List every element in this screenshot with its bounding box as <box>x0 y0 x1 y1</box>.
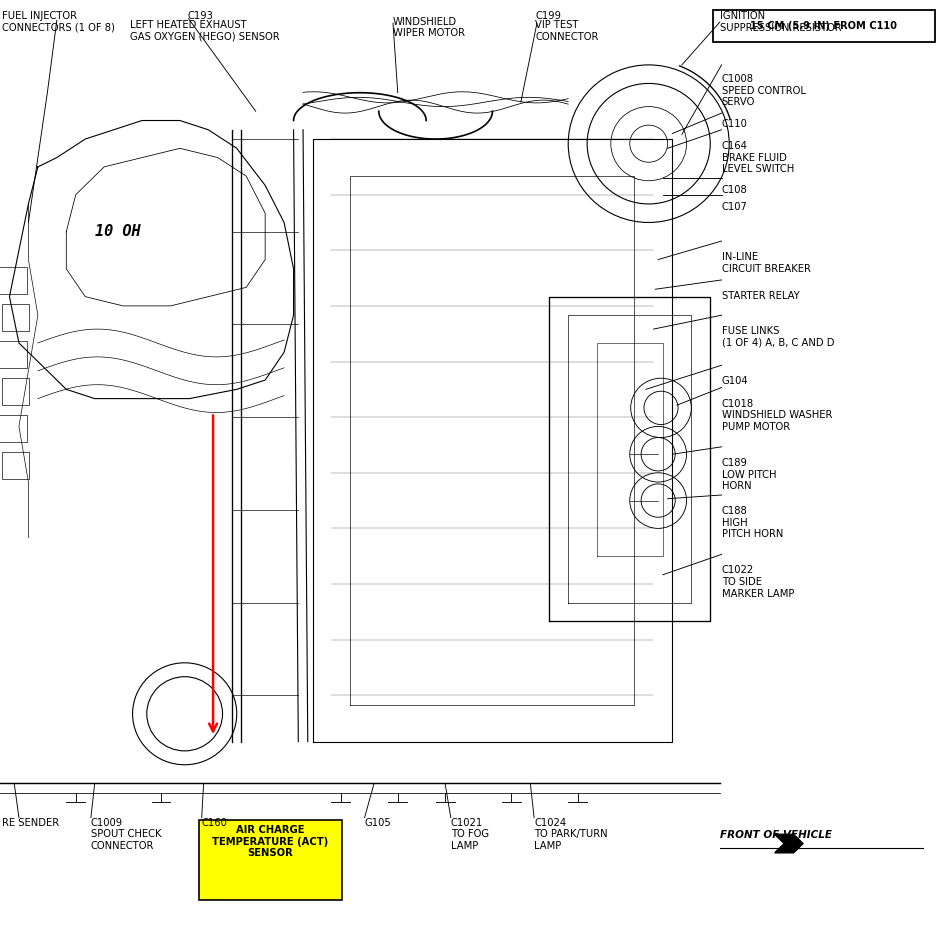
Text: C1021
TO FOG
LAMP: C1021 TO FOG LAMP <box>451 818 489 851</box>
Text: C1008
SPEED CONTROL
SERVO: C1008 SPEED CONTROL SERVO <box>722 74 806 108</box>
Text: G104: G104 <box>722 376 748 387</box>
Text: VIP TEST
CONNECTOR: VIP TEST CONNECTOR <box>535 20 599 42</box>
Text: C107: C107 <box>722 202 747 212</box>
Text: C199: C199 <box>535 11 561 21</box>
FancyBboxPatch shape <box>199 820 342 900</box>
FancyBboxPatch shape <box>713 10 935 42</box>
Text: STARTER RELAY: STARTER RELAY <box>722 291 799 301</box>
FancyBboxPatch shape <box>0 341 27 368</box>
FancyBboxPatch shape <box>2 304 29 331</box>
Text: C1018
WINDSHIELD WASHER
PUMP MOTOR: C1018 WINDSHIELD WASHER PUMP MOTOR <box>722 399 832 432</box>
Text: 10 OH: 10 OH <box>95 224 140 239</box>
Text: C108: C108 <box>722 185 747 196</box>
Text: 15 CM (5.9 IN) FROM C110: 15 CM (5.9 IN) FROM C110 <box>750 21 898 31</box>
Polygon shape <box>775 834 803 853</box>
Text: C1009
SPOUT CHECK
CONNECTOR: C1009 SPOUT CHECK CONNECTOR <box>91 818 161 851</box>
Text: WINDSHIELD
WIPER MOTOR: WINDSHIELD WIPER MOTOR <box>393 17 465 38</box>
Text: IN-LINE
CIRCUIT BREAKER: IN-LINE CIRCUIT BREAKER <box>722 252 811 273</box>
Text: C160: C160 <box>202 818 227 828</box>
Text: FUSE LINKS
(1 OF 4) A, B, C AND D: FUSE LINKS (1 OF 4) A, B, C AND D <box>722 326 834 348</box>
Text: RE SENDER: RE SENDER <box>2 818 59 828</box>
Text: C193: C193 <box>188 11 213 21</box>
FancyBboxPatch shape <box>0 267 27 294</box>
Text: G105: G105 <box>365 818 391 828</box>
Text: LEFT HEATED EXHAUST
GAS OXYGEN (HEGO) SENSOR: LEFT HEATED EXHAUST GAS OXYGEN (HEGO) SE… <box>130 20 279 42</box>
FancyBboxPatch shape <box>2 378 29 405</box>
FancyBboxPatch shape <box>0 415 27 442</box>
Text: C110: C110 <box>722 119 747 129</box>
Text: IGNITION
SUPPRESSION RESISTOR: IGNITION SUPPRESSION RESISTOR <box>720 11 841 32</box>
FancyBboxPatch shape <box>2 452 29 479</box>
Text: C189
LOW PITCH
HORN: C189 LOW PITCH HORN <box>722 458 777 491</box>
Text: FRONT OF VEHICLE: FRONT OF VEHICLE <box>720 830 831 840</box>
Text: FUEL INJECTOR
CONNECTORS (1 OF 8): FUEL INJECTOR CONNECTORS (1 OF 8) <box>2 11 115 32</box>
Text: C164
BRAKE FLUID
LEVEL SWITCH: C164 BRAKE FLUID LEVEL SWITCH <box>722 141 794 174</box>
Text: C1022
TO SIDE
MARKER LAMP: C1022 TO SIDE MARKER LAMP <box>722 565 794 599</box>
Text: C1024
TO PARK/TURN
LAMP: C1024 TO PARK/TURN LAMP <box>534 818 608 851</box>
Text: AIR CHARGE
TEMPERATURE (ACT)
SENSOR: AIR CHARGE TEMPERATURE (ACT) SENSOR <box>212 825 329 858</box>
Text: C188
HIGH
PITCH HORN: C188 HIGH PITCH HORN <box>722 506 783 540</box>
